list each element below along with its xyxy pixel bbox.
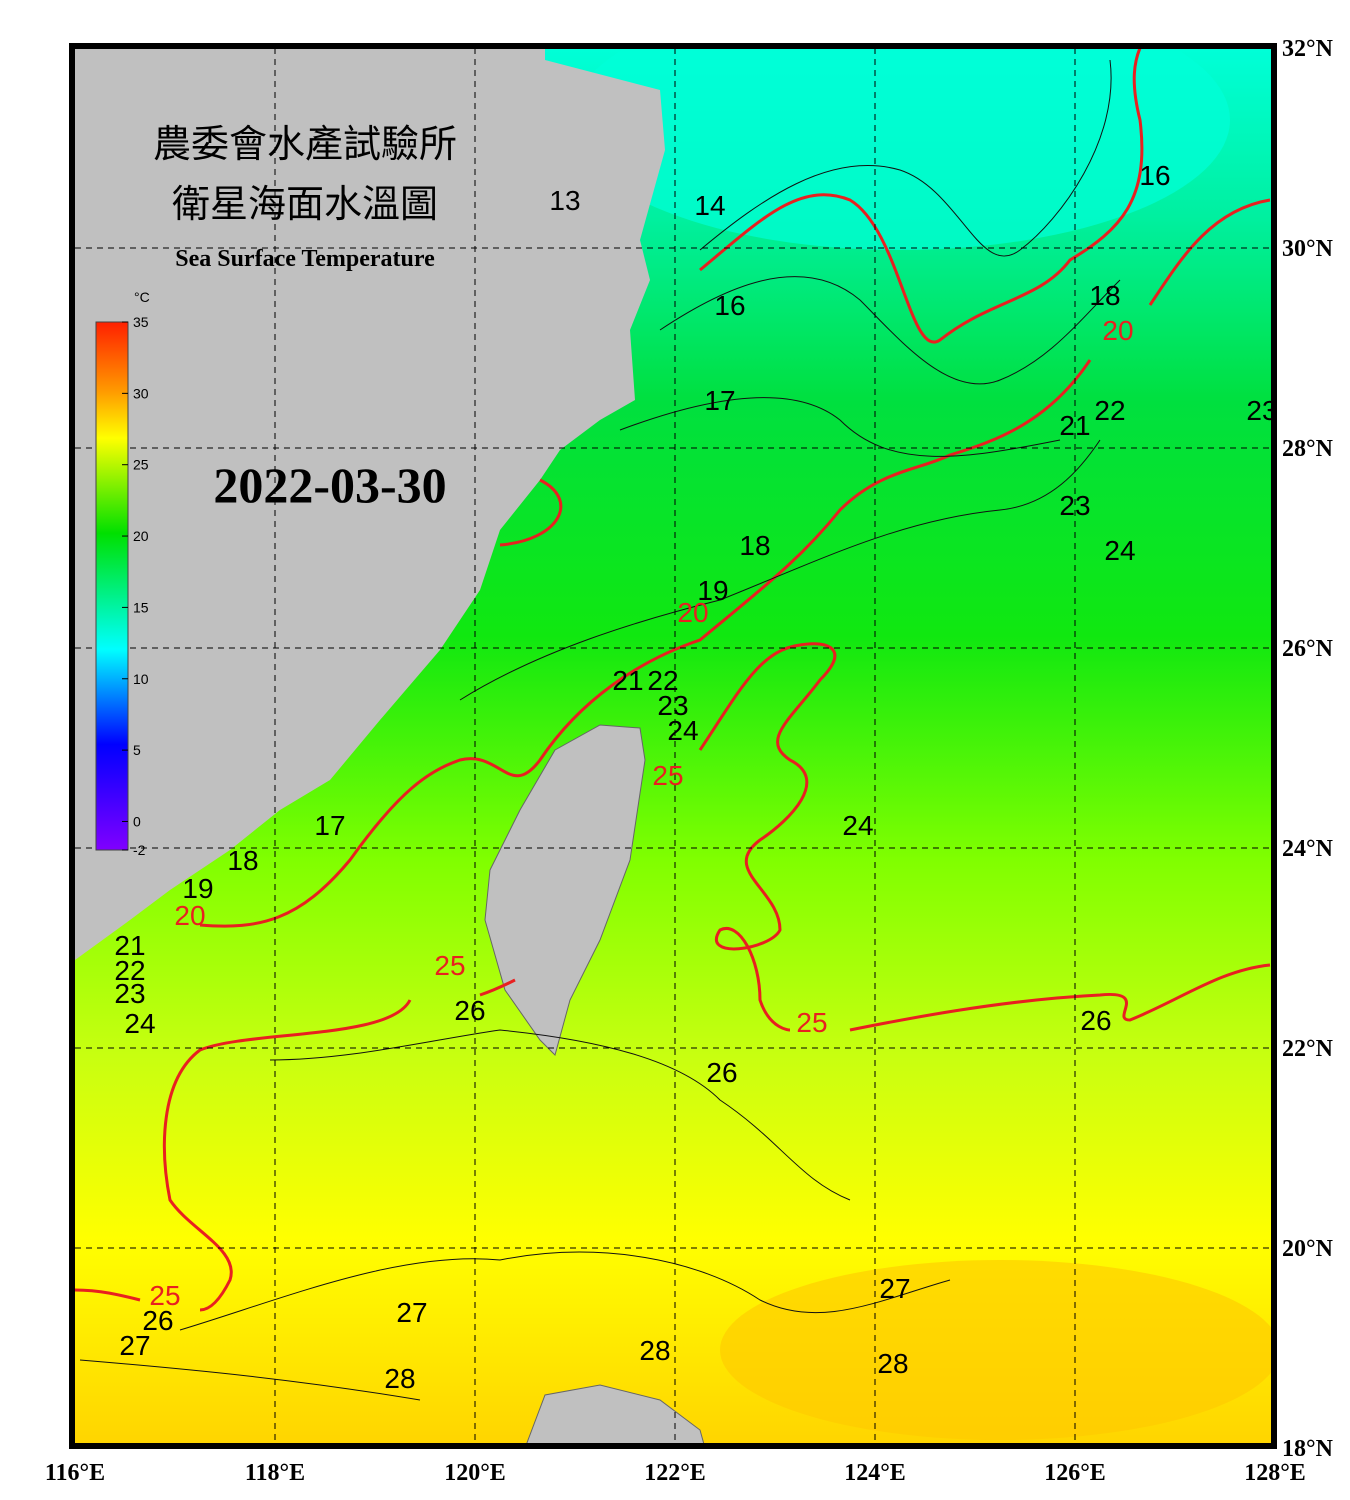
contour-label: 21 xyxy=(114,930,145,961)
lat-label: 24°N xyxy=(1282,836,1334,862)
contour-label: 26 xyxy=(1080,1005,1111,1036)
warm-water xyxy=(720,1260,1275,1440)
lat-label: 28°N xyxy=(1282,436,1334,462)
land-china xyxy=(75,48,665,960)
contour-label: 20 xyxy=(1102,315,1133,346)
contour-label: 20 xyxy=(677,597,708,628)
title-zh: 農委會水產試驗所 xyxy=(153,122,457,166)
contour-label: 16 xyxy=(1139,160,1170,191)
lat-label: 22°N xyxy=(1282,1036,1334,1062)
colorbar-tick-label: 0 xyxy=(133,813,141,829)
contour-label: 27 xyxy=(119,1330,150,1361)
contour-label: 20 xyxy=(174,900,205,931)
colorbar-tick-label: 35 xyxy=(133,314,149,330)
contour-label: 23 xyxy=(114,978,145,1009)
subtitle-zh: 衛星海面水溫圖 xyxy=(172,182,438,226)
contour-label: 26 xyxy=(142,1305,173,1336)
lon-label: 122°E xyxy=(644,1460,706,1486)
contour-label: 22 xyxy=(1094,395,1125,426)
contour-label: 22 xyxy=(114,955,145,986)
contour-label: 19 xyxy=(182,873,213,904)
lon-label: 124°E xyxy=(844,1460,906,1486)
contour-label: 27 xyxy=(396,1297,427,1328)
lon-label: 126°E xyxy=(1044,1460,1106,1486)
title-en: Sea Surface Temperature xyxy=(175,246,435,272)
contour-label: 24 xyxy=(667,715,698,746)
colorbar xyxy=(95,321,129,851)
lon-label: 120°E xyxy=(444,1460,506,1486)
lon-label: 128°E xyxy=(1244,1460,1306,1486)
contour-label: 16 xyxy=(714,290,745,321)
lat-label: 32°N xyxy=(1282,36,1334,62)
contour-label: 24 xyxy=(124,1008,155,1039)
lon-label: 116°E xyxy=(45,1460,105,1486)
contour-label: 18 xyxy=(1089,280,1120,311)
contour-label: 18 xyxy=(227,845,258,876)
contour-label: 13 xyxy=(549,185,580,216)
land-luzon xyxy=(524,1384,706,1448)
contour-label: 23 xyxy=(1246,395,1277,426)
colorbar-tick-label: 15 xyxy=(133,599,149,615)
land-taiwan xyxy=(484,724,646,1056)
colorbar-tick-label: -2 xyxy=(133,842,146,858)
contour-label: 23 xyxy=(1059,490,1090,521)
map-frame xyxy=(69,43,1277,1449)
contour-label: 17 xyxy=(704,385,735,416)
lon-label: 118°E xyxy=(245,1460,305,1486)
isotherm-black xyxy=(79,59,1121,1401)
contour-label: 28 xyxy=(639,1335,670,1366)
cool-water xyxy=(570,48,1230,250)
grid xyxy=(75,48,1272,1446)
contour-label: 24 xyxy=(842,810,873,841)
colorbar-unit: °C xyxy=(134,289,150,305)
contour-label: 14 xyxy=(694,190,725,221)
lat-label: 18°N xyxy=(1282,1436,1334,1462)
contour-label: 25 xyxy=(434,950,465,981)
contour-label: 23 xyxy=(657,690,688,721)
contour-label: 22 xyxy=(647,665,678,696)
colorbar-tick-label: 25 xyxy=(133,457,149,473)
contour-label: 21 xyxy=(612,665,643,696)
colorbar-tick-label: 5 xyxy=(133,742,141,758)
contour-label: 25 xyxy=(149,1280,180,1311)
contour-label: 26 xyxy=(454,995,485,1026)
contour-label: 24 xyxy=(1104,535,1135,566)
contour-label: 21 xyxy=(1059,410,1090,441)
contour-label: 28 xyxy=(384,1363,415,1394)
contour-label: 28 xyxy=(877,1348,908,1379)
contour-label: 19 xyxy=(697,575,728,606)
lat-label: 30°N xyxy=(1282,236,1334,262)
contour-label: 18 xyxy=(739,530,770,561)
contour-label: 25 xyxy=(796,1007,827,1038)
date: 2022-03-30 xyxy=(213,457,446,513)
colorbar-tick-label: 30 xyxy=(133,385,149,401)
lat-label: 20°N xyxy=(1282,1236,1334,1262)
lat-label: 26°N xyxy=(1282,636,1334,662)
colorbar-tick-label: 10 xyxy=(133,671,149,687)
contour-label: 26 xyxy=(706,1057,737,1088)
contour-label: 25 xyxy=(652,760,683,791)
contour-label: 17 xyxy=(314,810,345,841)
colorbar-tick-label: 20 xyxy=(133,528,149,544)
isotherm-red xyxy=(75,48,1271,1312)
contour-label: 27 xyxy=(879,1273,910,1304)
